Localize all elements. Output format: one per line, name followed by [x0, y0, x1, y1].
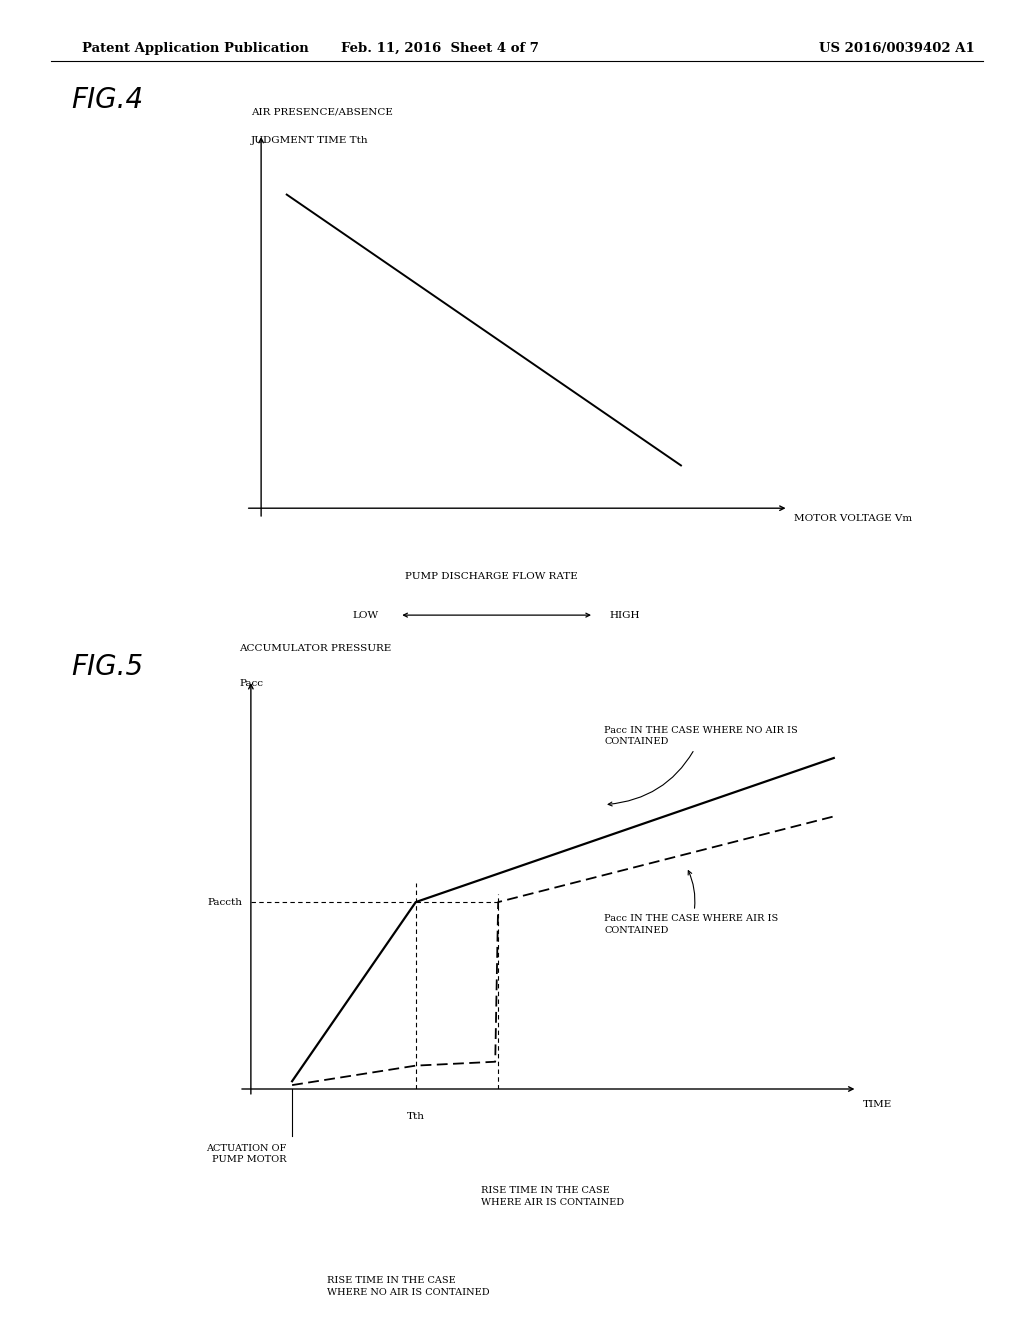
Text: RISE TIME IN THE CASE
WHERE AIR IS CONTAINED: RISE TIME IN THE CASE WHERE AIR IS CONTA…: [480, 1187, 624, 1208]
Text: RISE TIME IN THE CASE
WHERE NO AIR IS CONTAINED: RISE TIME IN THE CASE WHERE NO AIR IS CO…: [328, 1276, 490, 1296]
Text: MOTOR VOLTAGE Vm: MOTOR VOLTAGE Vm: [794, 515, 911, 524]
Text: Pacc IN THE CASE WHERE NO AIR IS
CONTAINED: Pacc IN THE CASE WHERE NO AIR IS CONTAIN…: [604, 726, 798, 807]
Text: Patent Application Publication: Patent Application Publication: [82, 42, 308, 55]
Text: Feb. 11, 2016  Sheet 4 of 7: Feb. 11, 2016 Sheet 4 of 7: [341, 42, 540, 55]
Text: LOW: LOW: [352, 611, 379, 619]
Text: FIG.4: FIG.4: [72, 86, 143, 114]
Text: Tth: Tth: [407, 1113, 425, 1122]
Text: FIG.5: FIG.5: [72, 653, 143, 681]
Text: Paccth: Paccth: [207, 898, 242, 907]
Text: JUDGMENT TIME Tth: JUDGMENT TIME Tth: [251, 136, 369, 145]
Text: Pacc: Pacc: [239, 678, 263, 688]
Text: ACTUATION OF
PUMP MOTOR: ACTUATION OF PUMP MOTOR: [206, 1143, 286, 1164]
Text: AIR PRESENCE/ABSENCE: AIR PRESENCE/ABSENCE: [251, 107, 393, 116]
Text: ACCUMULATOR PRESSURE: ACCUMULATOR PRESSURE: [239, 644, 391, 653]
Text: US 2016/0039402 A1: US 2016/0039402 A1: [819, 42, 975, 55]
Text: HIGH: HIGH: [609, 611, 640, 619]
Text: PUMP DISCHARGE FLOW RATE: PUMP DISCHARGE FLOW RATE: [406, 573, 578, 581]
Text: Pacc IN THE CASE WHERE AIR IS
CONTAINED: Pacc IN THE CASE WHERE AIR IS CONTAINED: [604, 871, 778, 935]
Text: TIME: TIME: [863, 1100, 893, 1109]
